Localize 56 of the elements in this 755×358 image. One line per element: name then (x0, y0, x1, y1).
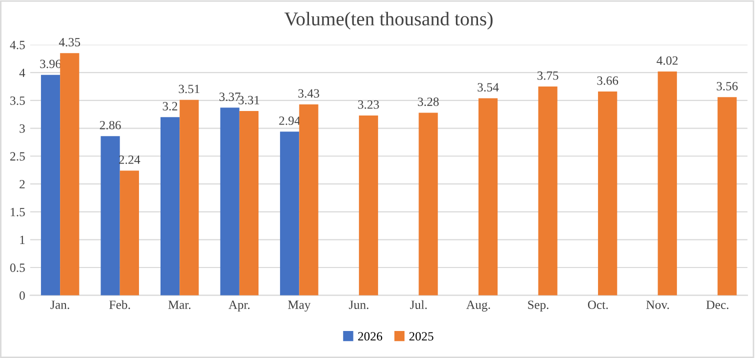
bar (598, 92, 618, 296)
data-label: 3.66 (597, 76, 618, 85)
bar (60, 53, 80, 296)
data-label: 2.86 (100, 120, 121, 130)
x-tick-label: Feb. (109, 300, 130, 310)
x-tick-label: Aug. (466, 300, 490, 312)
data-label: 4.02 (656, 56, 678, 65)
y-tick-label: 4.5 (10, 40, 25, 50)
x-tick-label: Mar. (168, 300, 190, 310)
y-tick-label: 1.5 (10, 208, 25, 216)
data-label: 3.43 (298, 89, 320, 98)
x-tick-label: Jun. (348, 300, 368, 310)
x-tick-label: Jan. (50, 300, 70, 310)
x-tick-label: Oct. (588, 300, 608, 310)
bar (40, 74, 60, 296)
data-label: 3.23 (358, 100, 379, 109)
legend-label: 2025 (409, 332, 434, 341)
bar (220, 108, 240, 296)
x-tick-label: May (288, 300, 311, 312)
data-label: 3.54 (478, 83, 499, 92)
y-tick-label: 2.5 (10, 152, 25, 161)
x-tick-label: Apr. (228, 300, 250, 312)
bar (299, 104, 318, 296)
data-label: 3.28 (418, 98, 439, 106)
bar (718, 97, 737, 296)
y-tick-label: 0.5 (10, 264, 25, 272)
data-label: 3.37 (219, 92, 240, 102)
legend-label: 2026 (358, 332, 382, 341)
bar (358, 115, 378, 296)
data-label: 3.2 (162, 102, 178, 110)
x-tick-label: Sep. (528, 300, 548, 312)
x-tick-label: Dec. (706, 300, 728, 310)
bar (658, 71, 677, 296)
x-tick-label: Jul. (410, 300, 427, 310)
data-label: 3.51 (178, 84, 200, 94)
bar (538, 86, 558, 296)
bar (120, 170, 139, 296)
bar (478, 98, 498, 296)
bar (100, 136, 120, 296)
data-label: 3.56 (716, 82, 738, 90)
bar (280, 132, 300, 296)
y-tick-label: 2 (20, 180, 25, 188)
bar (239, 111, 259, 296)
y-tick-label: 0 (20, 291, 25, 300)
bar (180, 100, 199, 296)
y-tick-label: 1 (20, 236, 25, 244)
bar (160, 117, 180, 296)
data-label: 3.31 (238, 96, 260, 104)
y-tick-label: 4 (19, 68, 26, 77)
data-label: 3.75 (537, 71, 558, 80)
x-tick-label: Nov. (646, 300, 669, 310)
bar (418, 112, 438, 296)
y-tick-label: 3.5 (10, 96, 25, 105)
data-label: 4.35 (58, 38, 80, 46)
y-tick-label: 3 (20, 124, 25, 133)
chart-title: Volume(ten thousand tons) (284, 12, 493, 30)
